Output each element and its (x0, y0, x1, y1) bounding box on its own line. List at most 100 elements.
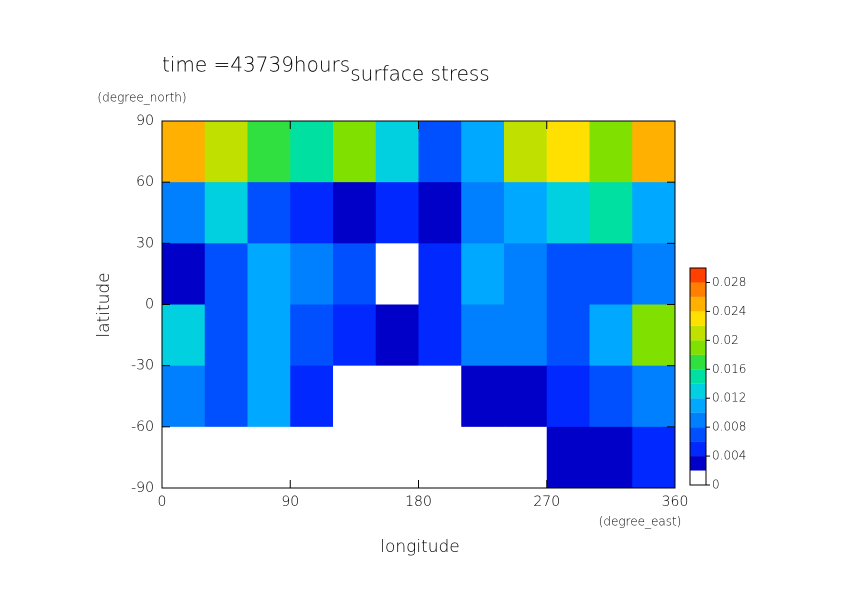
contour-cell (204, 121, 248, 183)
contour-cell (632, 365, 676, 428)
contour-cell (504, 243, 548, 305)
contour-cell (546, 243, 590, 305)
contour-cell (247, 243, 291, 305)
colorbar-tick-label: 0.008 (712, 420, 746, 434)
subtitle: time =43739hours (162, 53, 350, 77)
colorbar-segment (690, 354, 706, 370)
x-tick-label: 0 (158, 494, 167, 510)
contour-cell (162, 304, 206, 367)
colorbar-segment (690, 441, 706, 457)
x-tick-label: 180 (405, 494, 432, 510)
contour-cell (375, 304, 419, 367)
contour-cell (418, 426, 462, 489)
contour-cell (589, 304, 633, 367)
colorbar-segment (690, 427, 706, 442)
contour-cell (333, 121, 377, 183)
colorbar-segment (690, 412, 706, 428)
contour-cell (418, 121, 462, 183)
contour-cell (247, 426, 291, 489)
contour-cell (375, 182, 419, 244)
colorbar-segment (690, 383, 706, 399)
contour-cell (290, 365, 334, 428)
colorbar-segment (690, 369, 706, 384)
contour-cell (290, 304, 334, 367)
colorbar-segment (690, 268, 706, 283)
contour-cell (589, 182, 633, 244)
contour-cell (632, 243, 676, 305)
contour-cell (247, 304, 291, 367)
contour-cell (461, 121, 505, 183)
colorbar-tick-label: 0.02 (712, 333, 739, 347)
colorbar-tick-label: 0.028 (712, 275, 746, 289)
contour-cell (162, 365, 206, 428)
x-tick-label: 360 (662, 494, 689, 510)
contour-cell (546, 182, 590, 244)
contour-cell (546, 121, 590, 183)
y-tick-label: 90 (136, 113, 154, 129)
contour-cell (504, 304, 548, 367)
x-unit: (degree_east) (599, 515, 682, 529)
contour-cell (418, 182, 462, 244)
contour-cell (247, 121, 291, 183)
contour-cell (461, 365, 505, 428)
x-tick-label: 90 (281, 494, 299, 510)
colorbar-segment (690, 398, 706, 413)
contour-cell (375, 365, 419, 428)
contour-cell (504, 426, 548, 489)
contour-cell (375, 121, 419, 183)
contour-cell (375, 426, 419, 489)
colorbar-segment (690, 340, 706, 355)
y-tick-label: 60 (136, 174, 154, 190)
y-tick-label: -90 (131, 480, 154, 496)
contour-cell (632, 121, 676, 183)
y-tick-label: 30 (136, 235, 154, 251)
contour-cell (204, 243, 248, 305)
colorbar-tick-label: 0.024 (712, 304, 746, 318)
colorbar-segment (690, 325, 706, 341)
contour-cell (589, 426, 633, 489)
colorbar-tick-label: 0.012 (712, 391, 746, 405)
contour-cell (290, 243, 334, 305)
y-tick-label: -60 (131, 419, 154, 435)
contour-cell (204, 365, 248, 428)
contour-cell (290, 426, 334, 489)
colorbar-tick-label: 0 (712, 478, 720, 492)
contour-cell (546, 365, 590, 428)
contour-cell (418, 243, 462, 305)
contour-cell (290, 182, 334, 244)
contour-cell (162, 243, 206, 305)
y-axis-label: latitude (94, 272, 114, 337)
contour-cell (162, 182, 206, 244)
x-axis-label: longitude (380, 537, 460, 557)
colorbar-segment (690, 282, 706, 297)
contour-cell (418, 304, 462, 367)
contour-cell (461, 426, 505, 489)
colorbar-segment (690, 296, 706, 312)
contour-cell (632, 426, 676, 489)
contour-cell (247, 182, 291, 244)
contour-cell (632, 182, 676, 244)
contour-cell (162, 121, 206, 183)
contour-cell (418, 365, 462, 428)
contour-cell (504, 365, 548, 428)
contour-cell (333, 426, 377, 489)
contour-cell (333, 304, 377, 367)
contour-cell (204, 182, 248, 244)
colorbar-segment (690, 470, 706, 485)
contour-cell (504, 121, 548, 183)
contour-cell (546, 426, 590, 489)
contour-cell (375, 243, 419, 305)
contour-cell (333, 182, 377, 244)
colorbar-tick-label: 0.016 (712, 362, 746, 376)
contour-cell (162, 426, 206, 489)
chart-title: surface stress (350, 62, 489, 86)
contour-cell (589, 365, 633, 428)
contour-cell (504, 182, 548, 244)
contour-cell (546, 304, 590, 367)
contour-cell (333, 243, 377, 305)
colorbar-tick-label: 0.004 (712, 449, 746, 463)
contour-cell (333, 365, 377, 428)
contour-cell (290, 121, 334, 183)
contour-cell (247, 365, 291, 428)
